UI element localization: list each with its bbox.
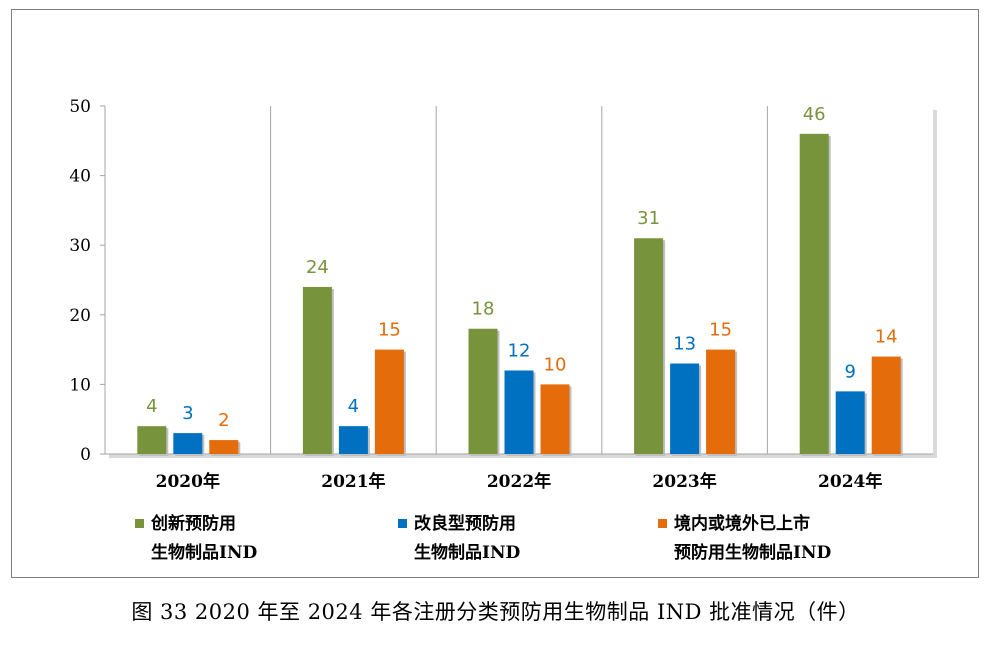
legend-item-improved: 改良型预防用 生物制品IND (398, 510, 520, 568)
legend-label-line2: 生物制品IND (151, 543, 258, 563)
data-label: 15 (709, 320, 732, 341)
y-tick-label: 0 (80, 445, 91, 465)
legend-swatch (135, 519, 144, 528)
x-tick-label: 2024年 (818, 471, 882, 492)
y-tick-label: 20 (69, 306, 91, 326)
data-label: 31 (637, 208, 660, 229)
bar (468, 328, 498, 454)
x-tick-label: 2020年 (156, 471, 220, 492)
legend-label-line2: 预防用生物制品IND (674, 543, 832, 563)
data-label: 9 (844, 361, 855, 382)
legend-item-marketed: 境内或境外已上市 预防用生物制品IND (658, 510, 831, 568)
chart-bars (137, 133, 903, 456)
y-tick-label: 30 (69, 236, 91, 256)
bar (374, 349, 404, 454)
y-tick-label: 10 (69, 375, 91, 395)
legend-swatch (658, 519, 667, 528)
data-label: 3 (182, 403, 193, 424)
legend-label-line1: 改良型预防用 (414, 514, 516, 534)
bar (504, 370, 534, 454)
x-tick-label: 2021年 (321, 471, 385, 492)
data-label: 18 (472, 299, 495, 320)
bar (338, 426, 368, 454)
bar (137, 426, 167, 454)
data-label: 10 (544, 354, 567, 375)
y-tick-label: 40 (69, 167, 91, 187)
data-label: 15 (378, 320, 401, 341)
data-label: 14 (875, 327, 898, 348)
y-tick-label: 50 (69, 97, 91, 117)
bar (670, 363, 700, 454)
bar (835, 391, 865, 454)
x-tick-label: 2022年 (487, 471, 551, 492)
data-label: 24 (306, 257, 329, 278)
bar (173, 433, 203, 454)
data-label: 4 (146, 396, 157, 417)
data-label: 13 (673, 334, 696, 355)
bar (634, 238, 664, 454)
bar (302, 286, 332, 454)
x-tick-label: 2023年 (652, 471, 716, 492)
figure-caption: 图 33 2020 年至 2024 年各注册分类预防用生物制品 IND 批准情况… (131, 600, 860, 624)
bar (871, 356, 901, 454)
bar (540, 384, 570, 454)
data-label: 4 (348, 396, 359, 417)
data-label: 46 (803, 104, 826, 125)
bar (706, 349, 736, 454)
bar (209, 440, 239, 454)
legend-label-line1: 创新预防用 (151, 514, 236, 534)
bar (799, 133, 829, 454)
legend-label-line1: 境内或境外已上市 (674, 514, 810, 534)
data-label: 12 (508, 340, 531, 361)
legend-item-innovative: 创新预防用 生物制品IND (135, 510, 257, 568)
chart-data-labels: 4 24 18 31 46 3 4 12 13 9 2 15 10 15 14 (146, 104, 898, 431)
legend-label-line2: 生物制品IND (414, 543, 521, 563)
legend-swatch (398, 519, 407, 528)
data-label: 2 (218, 410, 229, 431)
